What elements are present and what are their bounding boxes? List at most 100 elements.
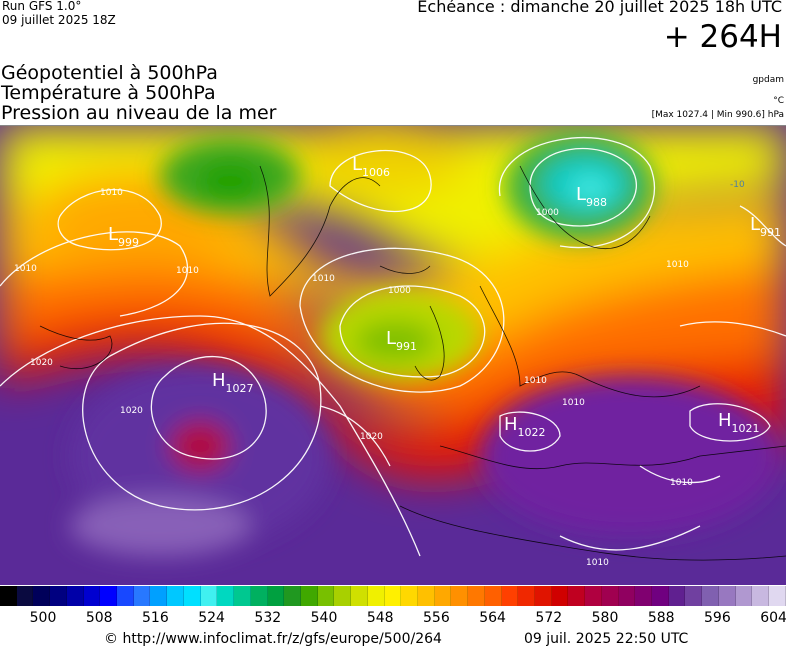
lead-time: + 264H (663, 19, 782, 55)
scale-swatch (568, 586, 586, 606)
scale-swatch (535, 586, 552, 606)
scale-swatch (367, 586, 385, 606)
source-link[interactable]: © http://www.infoclimat.fr/z/gfs/europe/… (104, 631, 442, 647)
weather-map[interactable]: L1006 L988 L999 L991 L991 H1027 H1022 H1… (0, 125, 786, 585)
low-label: L991 (750, 216, 781, 242)
scale-swatch (50, 586, 67, 606)
high-label: H1022 (504, 416, 546, 442)
scale-swatch (685, 586, 703, 606)
low-letter: L (576, 184, 587, 205)
low-value: 991 (760, 226, 782, 239)
scale-swatch (33, 586, 51, 606)
scale-swatch (300, 586, 318, 606)
isobar-label: 1020 (120, 406, 143, 416)
scale-tick-label: 596 (704, 610, 731, 626)
scale-swatch (234, 586, 251, 606)
low-letter: L (352, 154, 363, 175)
color-scale-ticks: 500 508 516 524 532 540 548 556 564 572 580 588 596 6… (0, 610, 786, 628)
scale-tick-label: 572 (535, 610, 563, 626)
high-label: H1021 (718, 412, 760, 438)
low-letter: L (108, 224, 119, 245)
high-value: 1027 (225, 382, 254, 395)
scale-tick-label: 500 (29, 610, 57, 626)
low-letter: L (750, 214, 761, 235)
scale-swatch (250, 586, 268, 606)
high-label: H1027 (212, 372, 254, 398)
isotherm-label: -10 (730, 180, 745, 190)
unit-temperature: °C (773, 96, 784, 106)
scale-tick-label: 548 (366, 610, 394, 626)
scale-swatch (585, 586, 602, 606)
isobar-label: 1010 (176, 266, 199, 276)
scale-swatch (334, 586, 352, 606)
scale-swatch (66, 586, 84, 606)
low-value: 988 (586, 196, 608, 209)
scale-swatch (518, 586, 535, 606)
isobar-label: 1020 (360, 432, 383, 442)
scale-swatch (769, 586, 786, 606)
scale-tick-label: 564 (479, 610, 506, 626)
isobar-label: 1000 (536, 208, 559, 218)
isobar-label: 1010 (312, 274, 335, 284)
isobar-label: 1010 (100, 188, 123, 198)
color-scale-bar (0, 586, 786, 606)
isobar-label: 1010 (562, 398, 585, 408)
scale-swatch (484, 586, 502, 606)
scale-swatch (167, 586, 184, 606)
scale-tick-label: 516 (142, 610, 169, 626)
scale-tick-label: 532 (254, 610, 282, 626)
scale-swatch (401, 586, 418, 606)
isobar-label: 1010 (524, 376, 547, 386)
low-label: L991 (386, 330, 417, 356)
scale-swatch (200, 586, 218, 606)
map-canvas (0, 126, 786, 585)
scale-swatch (718, 586, 736, 606)
scale-swatch (83, 586, 101, 606)
scale-swatch (384, 586, 402, 606)
high-letter: H (504, 414, 518, 435)
scale-swatch (284, 586, 301, 606)
low-label: L1006 (352, 156, 390, 182)
high-letter: H (718, 410, 732, 431)
low-label: L999 (108, 226, 139, 252)
scale-swatch (601, 586, 619, 606)
unit-geopotential: gpdam (752, 75, 784, 85)
scale-swatch (150, 586, 168, 606)
scale-swatch (668, 586, 686, 606)
high-value: 1021 (731, 422, 760, 435)
param-temperature: Température à 500hPa (1, 82, 216, 104)
scale-swatch (100, 586, 118, 606)
scale-swatch (501, 586, 519, 606)
low-value: 991 (396, 340, 418, 353)
scale-swatch (551, 586, 569, 606)
generated-timestamp: 09 juil. 2025 22:50 UTC (524, 631, 689, 647)
scale-swatch (451, 586, 469, 606)
low-value: 999 (118, 236, 140, 249)
scale-tick-label: 524 (198, 610, 225, 626)
high-value: 1022 (517, 426, 546, 439)
scale-swatch (16, 586, 34, 606)
scale-tick-label: 556 (423, 610, 450, 626)
scale-swatch (417, 586, 435, 606)
scale-swatch (117, 586, 134, 606)
scale-swatch (183, 586, 201, 606)
isobar-label: 1010 (670, 478, 693, 488)
scale-swatch (618, 586, 636, 606)
scale-tick-label: 604 (760, 610, 786, 626)
low-letter: L (386, 328, 397, 349)
scale-tick-label: 580 (591, 610, 619, 626)
scale-swatch (351, 586, 368, 606)
isobar-label: 1010 (666, 260, 689, 270)
param-pressure: Pression au niveau de la mer (1, 102, 277, 124)
high-letter: H (212, 370, 226, 391)
scale-swatch (133, 586, 151, 606)
low-label: L988 (576, 186, 607, 212)
scale-swatch (635, 586, 653, 606)
scale-swatch (217, 586, 235, 606)
unit-pressure-range: [Max 1027.4 | Min 990.6] hPa (651, 110, 784, 120)
scale-swatch (735, 586, 753, 606)
scale-swatch (267, 586, 285, 606)
run-date: 09 juillet 2025 18Z (2, 13, 116, 27)
scale-swatch (317, 586, 335, 606)
isobar-label: 1000 (388, 286, 411, 296)
